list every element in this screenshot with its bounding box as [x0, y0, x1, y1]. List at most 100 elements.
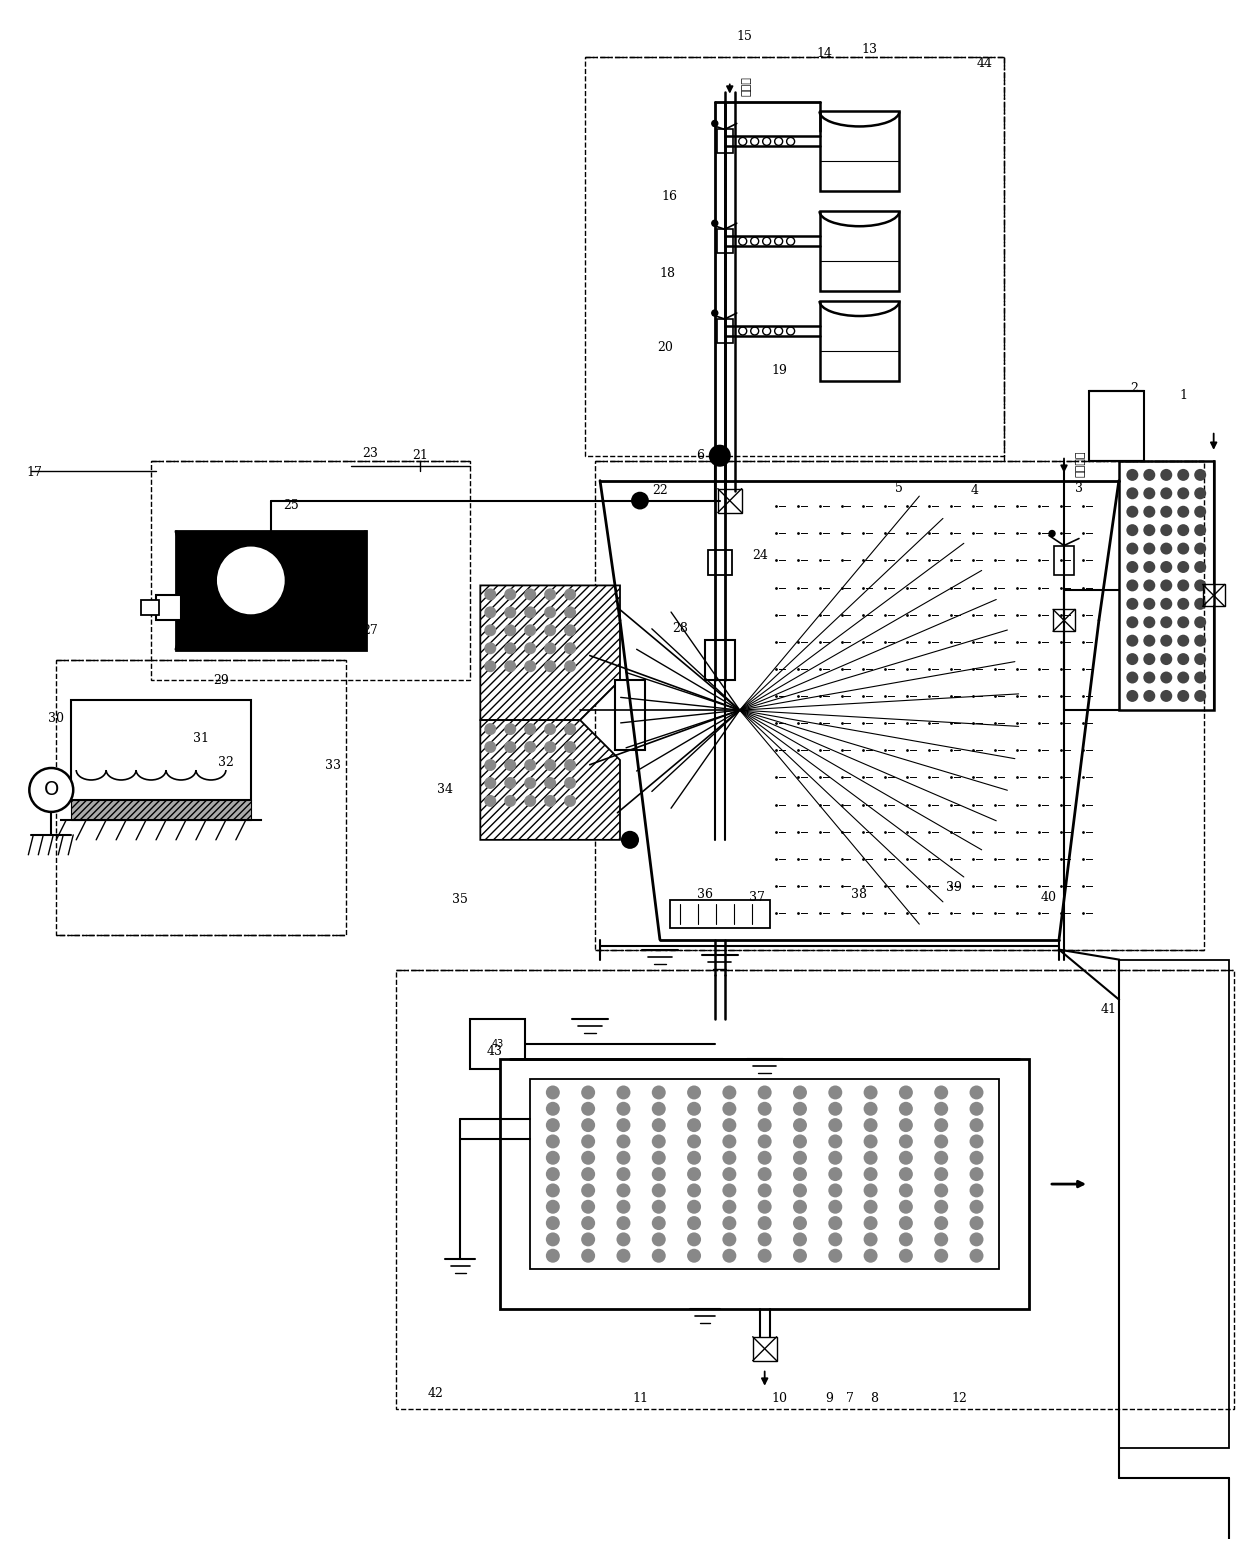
Circle shape — [1126, 690, 1138, 701]
Circle shape — [794, 1183, 807, 1197]
Circle shape — [758, 1216, 771, 1230]
Circle shape — [546, 1167, 559, 1180]
Bar — [1053, 609, 1075, 632]
Circle shape — [1126, 561, 1138, 573]
Bar — [500, 1059, 1029, 1308]
Text: 40: 40 — [1042, 891, 1056, 905]
Circle shape — [758, 1167, 771, 1180]
Circle shape — [1194, 635, 1207, 647]
Circle shape — [564, 624, 577, 636]
Circle shape — [828, 1119, 842, 1133]
Circle shape — [1126, 487, 1138, 499]
Circle shape — [485, 777, 496, 789]
Circle shape — [1161, 635, 1172, 647]
Circle shape — [582, 1248, 595, 1262]
Bar — [1089, 391, 1143, 461]
Circle shape — [723, 1183, 737, 1197]
Circle shape — [970, 1200, 983, 1214]
Circle shape — [544, 723, 557, 735]
Circle shape — [616, 1151, 630, 1165]
Circle shape — [564, 723, 577, 735]
Circle shape — [828, 1102, 842, 1116]
Circle shape — [652, 1248, 666, 1262]
Circle shape — [723, 1167, 737, 1180]
Text: 10: 10 — [771, 1392, 787, 1405]
Circle shape — [828, 1085, 842, 1099]
Circle shape — [723, 1248, 737, 1262]
Circle shape — [544, 606, 557, 618]
Circle shape — [1126, 616, 1138, 629]
Circle shape — [1143, 653, 1156, 666]
Circle shape — [934, 1233, 949, 1247]
Text: 13: 13 — [862, 43, 878, 55]
Text: 7: 7 — [846, 1392, 853, 1405]
Circle shape — [723, 1233, 737, 1247]
Circle shape — [546, 1085, 559, 1099]
Circle shape — [485, 643, 496, 655]
Circle shape — [1177, 561, 1189, 573]
Circle shape — [828, 1167, 842, 1180]
Circle shape — [216, 546, 285, 615]
Circle shape — [582, 1085, 595, 1099]
Text: 41: 41 — [1101, 1003, 1117, 1016]
Circle shape — [582, 1233, 595, 1247]
Circle shape — [485, 760, 496, 770]
Circle shape — [899, 1151, 913, 1165]
Circle shape — [899, 1134, 913, 1148]
Bar — [71, 700, 250, 800]
Circle shape — [970, 1134, 983, 1148]
Circle shape — [1177, 616, 1189, 629]
Text: 22: 22 — [652, 484, 668, 498]
Circle shape — [863, 1216, 878, 1230]
Circle shape — [934, 1200, 949, 1214]
Circle shape — [970, 1183, 983, 1197]
Circle shape — [1143, 690, 1156, 701]
Circle shape — [546, 1151, 559, 1165]
Circle shape — [758, 1134, 771, 1148]
Circle shape — [505, 777, 516, 789]
Bar — [151, 461, 470, 680]
Circle shape — [544, 660, 557, 672]
Circle shape — [546, 1216, 559, 1230]
Bar — [717, 129, 733, 154]
Circle shape — [934, 1151, 949, 1165]
Circle shape — [525, 723, 536, 735]
Circle shape — [525, 606, 536, 618]
Circle shape — [1177, 505, 1189, 518]
Text: 39: 39 — [946, 881, 962, 894]
Circle shape — [709, 445, 730, 465]
Circle shape — [794, 1119, 807, 1133]
Bar — [717, 319, 733, 344]
Circle shape — [505, 795, 516, 807]
Circle shape — [1177, 542, 1189, 555]
Circle shape — [582, 1167, 595, 1180]
Circle shape — [687, 1119, 701, 1133]
Circle shape — [794, 1167, 807, 1180]
Circle shape — [1126, 579, 1138, 592]
Circle shape — [863, 1151, 878, 1165]
Circle shape — [828, 1134, 842, 1148]
Circle shape — [1194, 542, 1207, 555]
Circle shape — [1194, 579, 1207, 592]
Circle shape — [622, 832, 637, 848]
Circle shape — [1194, 524, 1207, 536]
Circle shape — [1194, 690, 1207, 701]
Circle shape — [1126, 505, 1138, 518]
Circle shape — [1194, 598, 1207, 610]
Circle shape — [934, 1085, 949, 1099]
Circle shape — [485, 624, 496, 636]
Circle shape — [485, 723, 496, 735]
Circle shape — [828, 1216, 842, 1230]
Circle shape — [1126, 598, 1138, 610]
Circle shape — [970, 1248, 983, 1262]
Circle shape — [564, 760, 577, 770]
Circle shape — [652, 1167, 666, 1180]
Circle shape — [616, 1183, 630, 1197]
Circle shape — [485, 660, 496, 672]
Circle shape — [863, 1134, 878, 1148]
Bar — [820, 300, 899, 381]
Text: 压缩空气: 压缩空气 — [1076, 450, 1086, 478]
Circle shape — [794, 1085, 807, 1099]
Circle shape — [828, 1151, 842, 1165]
Bar — [820, 111, 899, 191]
